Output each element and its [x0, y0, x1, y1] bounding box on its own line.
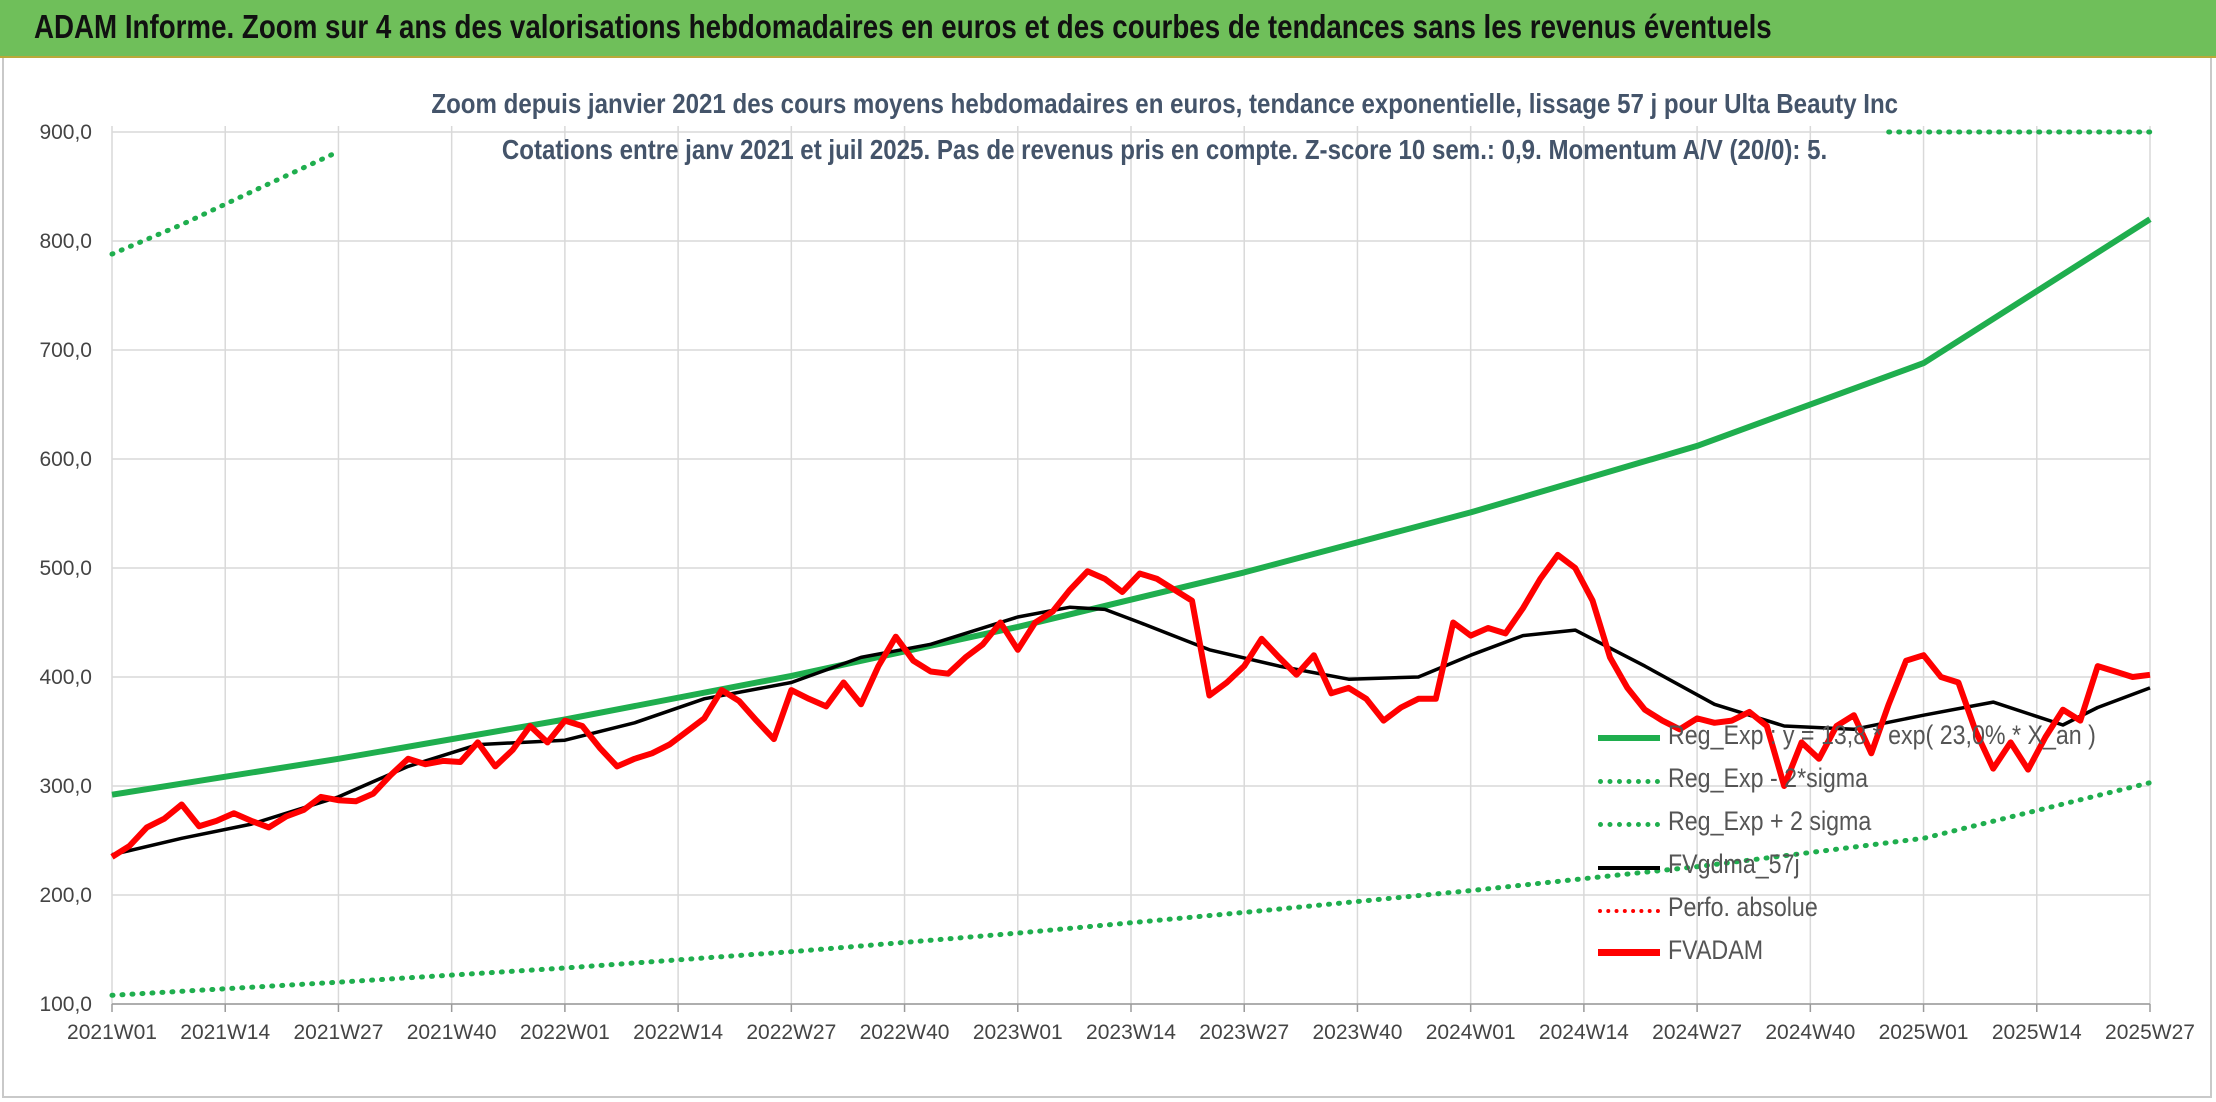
x-tick-label: 2024W27 — [1652, 1021, 1742, 1044]
x-tick-label: 2024W40 — [1765, 1021, 1855, 1044]
legend-item-reg-exp: Reg_Exp : y = 13,8 * exp( 23,0% * X_an ) — [1598, 718, 2198, 758]
y-tick-label: 400,0 — [39, 666, 92, 689]
x-tick-label: 2023W27 — [1199, 1021, 1289, 1044]
x-tick-label: 2025W27 — [2105, 1021, 2195, 1044]
x-tick-label: 2025W01 — [1879, 1021, 1969, 1044]
series-fvgdma-57j — [111, 605, 2151, 857]
x-tick-label: 2021W01 — [67, 1021, 157, 1044]
report-title: ADAM Informe. Zoom sur 4 ans des valoris… — [34, 8, 1772, 45]
x-tick-label: 2022W14 — [633, 1021, 723, 1044]
legend-swatch-reg-exp — [1598, 735, 1660, 741]
series-fvadam — [110, 551, 2151, 860]
x-tick-label: 2023W40 — [1312, 1021, 1402, 1044]
y-tick-label: 800,0 — [39, 230, 92, 253]
x-tick-label: 2023W01 — [973, 1021, 1063, 1044]
legend-label-reg-exp: Reg_Exp : y = 13,8 * exp( 23,0% * X_an ) — [1668, 720, 2096, 750]
legend-label-fvgdma: FVgdma_57j — [1668, 849, 1800, 879]
y-tick-label: 900,0 — [39, 121, 92, 144]
x-tick-label: 2025W14 — [1992, 1021, 2082, 1044]
chart-title-line-2-text: Cotations entre janv 2021 et juil 2025. … — [502, 134, 1828, 165]
x-tick-label: 2022W27 — [746, 1021, 836, 1044]
y-tick-label: 300,0 — [39, 775, 92, 798]
x-tick-label: 2022W40 — [860, 1021, 950, 1044]
chart-title-line-1-text: Zoom depuis janvier 2021 des cours moyen… — [431, 88, 1899, 119]
y-tick-label: 500,0 — [39, 557, 92, 580]
x-tick-label: 2022W01 — [520, 1021, 610, 1044]
legend-label-minus-sigma: Reg_Exp - 2*sigma — [1668, 763, 1869, 793]
report-banner: ADAM Informe. Zoom sur 4 ans des valoris… — [0, 0, 2216, 58]
y-tick-label: 200,0 — [39, 884, 92, 907]
x-tick-label: 2021W40 — [407, 1021, 497, 1044]
x-tick-label: 2023W14 — [1086, 1021, 1176, 1044]
y-tick-label: 600,0 — [39, 448, 92, 471]
legend-item-minus-sigma: Reg_Exp - 2*sigma — [1598, 761, 2198, 801]
chart-title-line-1: Zoom depuis janvier 2021 des cours moyen… — [190, 88, 2140, 120]
legend-item-perfo: Perfo. absolue — [1598, 890, 2198, 930]
series-reg-exp-plus-2-sigma-segment — [109, 149, 341, 257]
legend-swatch-fvgdma — [1598, 866, 1660, 870]
chart-frame — [2, 58, 2212, 1098]
legend-label-perfo: Perfo. absolue — [1668, 892, 1818, 922]
legend-item-fvgdma: FVgdma_57j — [1598, 847, 2198, 887]
chart-title-line-2: Cotations entre janv 2021 et juil 2025. … — [190, 134, 2140, 166]
series-reg-exp — [111, 216, 2152, 798]
x-tick-label: 2021W27 — [293, 1021, 383, 1044]
y-tick-label: 700,0 — [39, 339, 92, 362]
x-tick-label: 2024W01 — [1426, 1021, 1516, 1044]
legend-label-fvadam: FVADAM — [1668, 935, 1764, 965]
x-tick-label: 2024W14 — [1539, 1021, 1629, 1044]
legend-label-plus-sigma: Reg_Exp + 2 sigma — [1668, 806, 1872, 836]
legend-item-fvadam: FVADAM — [1598, 933, 2198, 973]
y-tick-label: 100,0 — [39, 993, 92, 1016]
legend-swatch-fvadam — [1598, 949, 1660, 956]
x-tick-label: 2021W14 — [180, 1021, 270, 1044]
series-reg-exp-minus-2-sigma — [109, 780, 2153, 998]
legend-item-plus-sigma: Reg_Exp + 2 sigma — [1598, 804, 2198, 844]
legend-swatch-minus-sigma — [1598, 779, 1660, 784]
legend-swatch-plus-sigma — [1598, 822, 1660, 827]
legend-swatch-perfo — [1598, 909, 1660, 913]
